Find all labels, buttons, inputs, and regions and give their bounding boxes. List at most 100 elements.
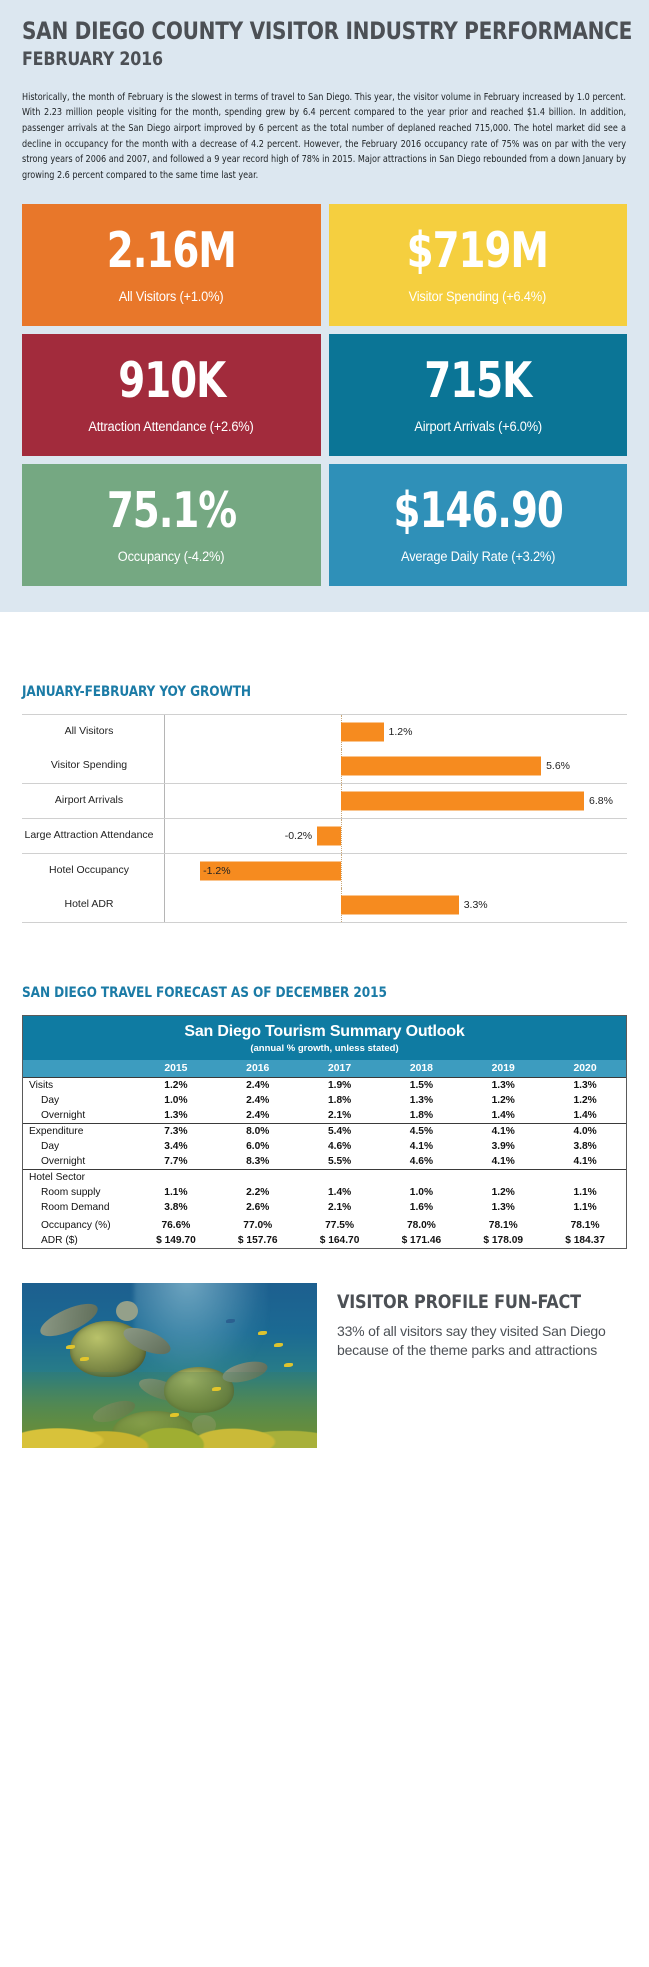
forecast-cell: 2.4% <box>246 1109 270 1121</box>
forecast-row-label: Room Demand <box>41 1201 110 1213</box>
forecast-table-corner <box>23 1059 135 1078</box>
fish-decoration <box>170 1412 179 1417</box>
kpi-label: Occupancy (-4.2%) <box>117 548 225 564</box>
forecast-cell: 8.0% <box>216 1122 299 1139</box>
coral-reef-decoration <box>22 1371 317 1448</box>
forecast-cell: 1.3% <box>409 1094 434 1106</box>
chart-bar <box>340 722 384 742</box>
forecast-column-header: 2017 <box>298 1059 381 1078</box>
kpi-card-grid: 2.16M All Visitors (+1.0%) $719M Visitor… <box>22 203 627 586</box>
forecast-cell: $ 164.70 <box>319 1234 360 1246</box>
forecast-cell: 1.8% <box>409 1109 434 1121</box>
chart-plot-area: 1.2% <box>164 714 627 749</box>
chart-bar-row: Hotel ADR 3.3% <box>22 887 627 922</box>
chart-zero-line <box>340 853 342 888</box>
forecast-cell: 7.3% <box>135 1122 217 1139</box>
forecast-row-label: Overnight <box>41 1109 86 1121</box>
chart-bar-row: Large Attraction Attendance -0.2% <box>22 818 627 853</box>
kpi-card-visitor-spending: $719M Visitor Spending (+6.4%) <box>328 203 627 326</box>
page-subtitle: FEBRUARY 2016 <box>22 47 163 70</box>
forecast-cell: 4.0% <box>544 1122 626 1139</box>
forecast-cell: 2.1% <box>327 1201 352 1213</box>
forecast-cell <box>135 1168 217 1185</box>
chart-bar <box>340 756 542 776</box>
chart-plot-area: 5.6% <box>164 748 627 783</box>
forecast-column-header: 2016 <box>216 1059 299 1078</box>
forecast-cell: 1.3% <box>164 1109 188 1121</box>
forecast-table-head: 2015 2016 2017 2018 2019 2020 <box>23 1059 626 1078</box>
forecast-cell: 1.4% <box>573 1109 597 1121</box>
forecast-table-title: San Diego Tourism Summary Outlook <box>23 1015 626 1043</box>
forecast-cell <box>380 1168 463 1185</box>
chart-bar-row: Visitor Spending 5.6% <box>22 748 627 783</box>
forecast-table-subtitle: (annual % growth, unless stated) <box>23 1042 626 1060</box>
forecast-table: 2015 2016 2017 2018 2019 2020 Visits 1.2% 2.4% 1… <box>23 1059 626 1248</box>
fish-decoration <box>226 1318 235 1323</box>
fun-fact-text: VISITOR PROFILE FUN-FACT 33% of all visi… <box>337 1283 627 1362</box>
chart-category-label: All Visitors <box>64 724 114 737</box>
forecast-column-header: 2019 <box>462 1059 545 1078</box>
forecast-cell: 78.1% <box>570 1219 600 1231</box>
chart-plot-area: 3.3% <box>164 887 627 922</box>
chart-bar-row: All Visitors 1.2% <box>22 714 627 749</box>
forecast-cell: 1.5% <box>380 1076 463 1093</box>
kpi-label: Average Daily Rate (+3.2%) <box>400 548 555 564</box>
chart-divider <box>22 817 627 819</box>
forecast-cell: 4.5% <box>380 1122 463 1139</box>
forecast-cell: 4.1% <box>573 1155 597 1167</box>
forecast-cell: 1.3% <box>544 1076 626 1093</box>
yoy-growth-section: JANUARY-FEBRUARY YOY GROWTH All Visitors… <box>0 684 649 923</box>
chart-divider <box>22 782 627 784</box>
forecast-cell: 1.8% <box>327 1094 352 1106</box>
forecast-cell: 1.9% <box>298 1076 381 1093</box>
kpi-card-occupancy: 75.1% Occupancy (-4.2%) <box>22 463 321 586</box>
chart-group: All Visitors 1.2% Visitor Spending 5.6% <box>22 714 627 783</box>
forecast-cell: 2.2% <box>246 1186 270 1198</box>
sea-turtles-image <box>22 1282 317 1448</box>
table-row: Room Demand 3.8% 2.6% 2.1% 1.6% 1.3% 1.1% <box>23 1200 626 1215</box>
forecast-row-label: Occupancy (%) <box>41 1219 111 1231</box>
fish-decoration <box>274 1342 283 1347</box>
forecast-cell: 1.3% <box>491 1201 515 1213</box>
forecast-cell: 4.1% <box>409 1140 434 1152</box>
turtle-head <box>116 1300 138 1321</box>
kpi-value: 910K <box>117 351 226 409</box>
forecast-cell: 3.4% <box>164 1140 188 1152</box>
forecast-cell: 1.3% <box>462 1076 545 1093</box>
table-row: ADR ($) $ 149.70 $ 157.76 $ 164.70 $ 171.46 $… <box>23 1233 626 1248</box>
table-row: Hotel Sector <box>23 1168 626 1185</box>
kpi-label: Visitor Spending (+6.4%) <box>409 288 547 304</box>
forecast-cell: 4.1% <box>462 1122 545 1139</box>
forecast-cell: 3.9% <box>491 1140 515 1152</box>
chart-bar-value: 5.6% <box>546 759 570 772</box>
forecast-column-header: 2015 <box>135 1059 217 1078</box>
chart-zero-line <box>340 818 342 853</box>
forecast-cell <box>216 1168 299 1185</box>
forecast-cell: 1.1% <box>164 1186 188 1198</box>
forecast-row-label: ADR ($) <box>41 1234 78 1246</box>
forecast-cell <box>298 1168 381 1185</box>
forecast-row-label: Day <box>41 1094 60 1106</box>
forecast-column-header: 2020 <box>544 1059 626 1078</box>
forecast-cell: 1.2% <box>491 1094 515 1106</box>
forecast-table-body: Visits 1.2% 2.4% 1.9% 1.5% 1.3% 1.3% Day 1.0% 2.4… <box>23 1076 626 1248</box>
fish-decoration <box>258 1330 267 1335</box>
fish-decoration <box>66 1344 75 1349</box>
kpi-card-all-visitors: 2.16M All Visitors (+1.0%) <box>22 203 321 326</box>
forecast-cell: 4.6% <box>327 1140 352 1152</box>
table-row: Occupancy (%) 76.6% 77.0% 77.5% 78.0% 78.1% 78… <box>23 1215 626 1233</box>
chart-category-label: Large Attraction Attendance <box>24 828 154 841</box>
fun-fact-section: VISITOR PROFILE FUN-FACT 33% of all visi… <box>0 1282 649 1448</box>
forecast-heading: SAN DIEGO TRAVEL FORECAST AS OF DECEMBER… <box>22 984 387 1001</box>
kpi-card-attraction-attendance: 910K Attraction Attendance (+2.6%) <box>22 333 321 456</box>
forecast-table-header-row: 2015 2016 2017 2018 2019 2020 <box>23 1059 626 1078</box>
forecast-cell: 78.1% <box>488 1219 518 1231</box>
forecast-cell: 4.1% <box>491 1155 515 1167</box>
forecast-cell: 76.6% <box>161 1219 191 1231</box>
forecast-cell: 8.3% <box>246 1155 270 1167</box>
chart-plot-area: -1.2% <box>164 853 627 888</box>
table-row: Day 1.0% 2.4% 1.8% 1.3% 1.2% 1.2% <box>23 1093 626 1108</box>
table-row: Overnight 7.7% 8.3% 5.5% 4.6% 4.1% 4.1% <box>23 1154 626 1170</box>
yoy-growth-chart: All Visitors 1.2% Visitor Spending 5.6% Airp… <box>22 713 627 923</box>
chart-category-label: Hotel ADR <box>64 897 114 910</box>
